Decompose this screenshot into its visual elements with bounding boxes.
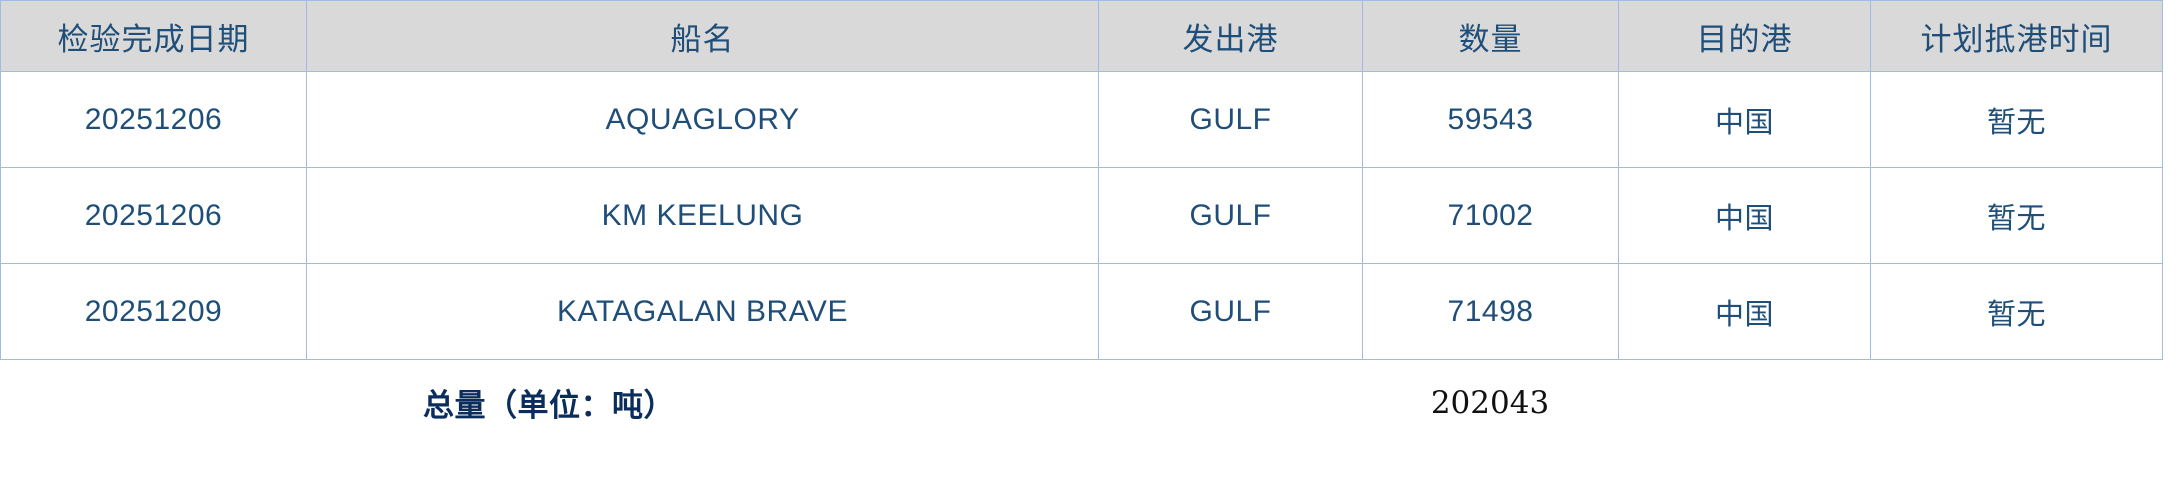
total-value: 202043: [1430, 384, 1550, 421]
column-header-destination-port[interactable]: 目的港: [1618, 0, 1871, 72]
table-row: 20251206 KM KEELUNG GULF 71002 中国 暂无: [0, 167, 2163, 264]
table-body: 20251206 AQUAGLORY GULF 59543 中国 暂无 2025…: [0, 71, 2163, 360]
column-header-planned-arrival[interactable]: 计划抵港时间: [1870, 0, 2163, 72]
cell-departure-port: GULF: [1098, 167, 1363, 264]
table-header: 检验完成日期 船名 发出港 数量 目的港 计划抵港时间: [0, 0, 2163, 72]
total-summary-row: 总量（单位：吨） 202043: [0, 360, 2162, 445]
cell-departure-port: GULF: [1098, 263, 1363, 360]
cell-quantity: 59543: [1362, 71, 1619, 168]
column-header-departure-port[interactable]: 发出港: [1098, 0, 1363, 72]
cell-destination-port: 中国: [1618, 71, 1871, 168]
cell-vessel-name: KM KEELUNG: [306, 167, 1099, 264]
cell-planned-arrival: 暂无: [1870, 71, 2163, 168]
total-label: 总量（单位：吨）: [423, 388, 675, 424]
table-row: 20251209 KATAGALAN BRAVE GULF 71498 中国 暂…: [0, 263, 2163, 360]
cell-planned-arrival: 暂无: [1870, 167, 2163, 264]
cell-quantity: 71498: [1362, 263, 1619, 360]
header-row: 检验完成日期 船名 发出港 数量 目的港 计划抵港时间: [0, 0, 2163, 72]
cell-inspection-date: 20251206: [0, 167, 307, 264]
cell-vessel-name: KATAGALAN BRAVE: [306, 263, 1099, 360]
column-header-inspection-date[interactable]: 检验完成日期: [0, 0, 307, 72]
cell-quantity: 71002: [1362, 167, 1619, 264]
table-row: 20251206 AQUAGLORY GULF 59543 中国 暂无: [0, 71, 2163, 168]
column-header-quantity[interactable]: 数量: [1362, 0, 1619, 72]
cell-inspection-date: 20251206: [0, 71, 307, 168]
cell-inspection-date: 20251209: [0, 263, 307, 360]
cell-destination-port: 中国: [1618, 263, 1871, 360]
column-header-vessel-name[interactable]: 船名: [306, 0, 1099, 72]
cell-destination-port: 中国: [1618, 167, 1871, 264]
cell-vessel-name: AQUAGLORY: [306, 71, 1099, 168]
vessel-inspection-table: 检验完成日期 船名 发出港 数量 目的港 计划抵港时间 20251206 AQU…: [0, 0, 2163, 360]
cell-departure-port: GULF: [1098, 71, 1363, 168]
cell-planned-arrival: 暂无: [1870, 263, 2163, 360]
